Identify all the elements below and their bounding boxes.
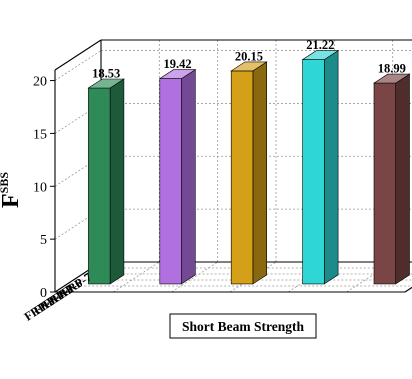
bar-value-label: 18.99 [378, 62, 406, 76]
side-wall-gridline [54, 50, 102, 81]
axis-frame-line [54, 39, 102, 71]
floor-gridline [229, 261, 277, 293]
bar-side-face [395, 73, 410, 285]
bar-side-face [323, 50, 339, 285]
bar-value-label: 20.15 [235, 49, 263, 63]
bar-top-face [87, 78, 125, 89]
bar-side-face [109, 78, 125, 285]
y-axis-title: FSBS [0, 172, 24, 208]
legend-label: Short Beam Strength [182, 319, 304, 334]
y-tick-label: 20 [33, 75, 47, 90]
floor-gridline [171, 261, 218, 293]
chart-bars [87, 50, 411, 285]
bar-top-face [372, 73, 411, 84]
y-tick-label: 15 [33, 127, 47, 142]
bar-front-face [302, 59, 325, 285]
bar-front-face [373, 82, 397, 285]
bar-value-label: 21.22 [306, 38, 334, 52]
y-tick-label: 0 [40, 286, 47, 301]
bar-front-face [230, 70, 254, 285]
y-tick-label: 10 [33, 180, 47, 195]
bar-value-label: 18.53 [92, 67, 120, 81]
bar-side-face [252, 61, 268, 285]
bar-value-label: 19.42 [164, 57, 192, 71]
bar-top-face [230, 61, 268, 72]
bar-front-face [159, 78, 182, 285]
chart-labels: 05101520FRP-3FRP-4FRP-5FRP-6FRP-718.5319… [22, 38, 406, 324]
category-tick-label: FRP-7 [58, 270, 94, 300]
y-tick-label: 5 [40, 233, 47, 248]
bar-side-face [181, 69, 196, 285]
legend-box [169, 313, 317, 339]
bar-top-face [301, 50, 340, 60]
chart-legend: Short Beam Strength [169, 313, 317, 339]
bar-top-face [158, 69, 197, 79]
floor-gridline [113, 261, 160, 293]
y-axis-title-sub: SBS [0, 172, 11, 194]
y-axis-title-main: F [0, 193, 24, 208]
bar-front-face [88, 87, 111, 285]
